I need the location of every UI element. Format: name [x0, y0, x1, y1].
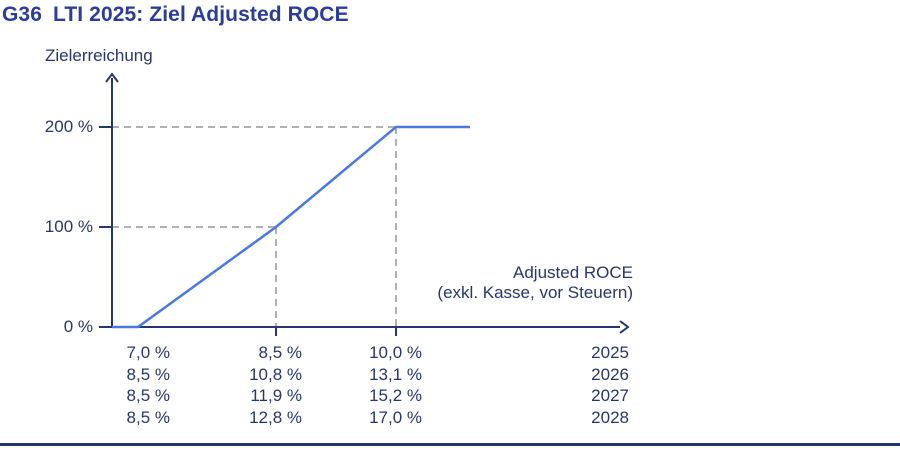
x-axis-title-line2: (exkl. Kasse, vor Steuern)	[437, 283, 633, 302]
value-row-2027: 8,5 % 11,9 % 15,2 % 2027	[0, 386, 900, 407]
roce-value-cell: 8,5 %	[126, 386, 170, 405]
roce-value-cell: 12,8 %	[249, 407, 302, 427]
payout-curve-line	[112, 125, 470, 329]
roce-value-cell: 10,0 %	[369, 343, 422, 362]
year-label: 2027	[591, 386, 629, 405]
year-label: 2026	[591, 364, 629, 384]
roce-value-cell: 8,5 %	[258, 343, 302, 362]
y-tick-label: 200 %	[44, 117, 93, 136]
y-tick-label: 100 %	[44, 217, 93, 236]
figure-title: G36 LTI 2025: Ziel Adjusted ROCE	[2, 3, 349, 27]
x-axis-title: Adjusted ROCE (exkl. Kasse, vor Steuern)	[393, 263, 633, 303]
value-row-2026: 8,5 % 10,8 % 13,1 % 2026	[0, 365, 900, 386]
roce-value-cell: 10,8 %	[249, 364, 302, 384]
roce-value-cell: 8,5 %	[126, 407, 170, 427]
year-label: 2025	[591, 343, 629, 362]
y-axis-arrow	[105, 72, 119, 83]
roce-value-cell: 7,0 %	[126, 343, 170, 362]
value-row-2025: 7,0 % 8,5 % 10,0 % 2025	[0, 343, 900, 364]
bottom-divider	[0, 443, 900, 446]
y-axis-title: Zielerreichung	[45, 46, 153, 65]
roce-value-cell: 17,0 %	[369, 407, 422, 427]
roce-value-cell: 11,9 %	[250, 386, 302, 405]
figure-title-text: LTI 2025: Ziel Adjusted ROCE	[53, 3, 349, 26]
figure-id: G36	[2, 3, 42, 26]
x-axis-arrow	[619, 320, 630, 334]
value-row-2028: 8,5 % 12,8 % 17,0 % 2028	[0, 408, 900, 429]
roce-value-cell: 8,5 %	[126, 364, 170, 384]
roce-value-cell: 13,1 %	[369, 364, 422, 384]
roce-value-cell: 15,2 %	[369, 386, 422, 405]
y-tick-label: 0 %	[63, 317, 93, 336]
year-label: 2028	[591, 407, 629, 427]
x-axis-title-line1: Adjusted ROCE	[513, 263, 633, 282]
